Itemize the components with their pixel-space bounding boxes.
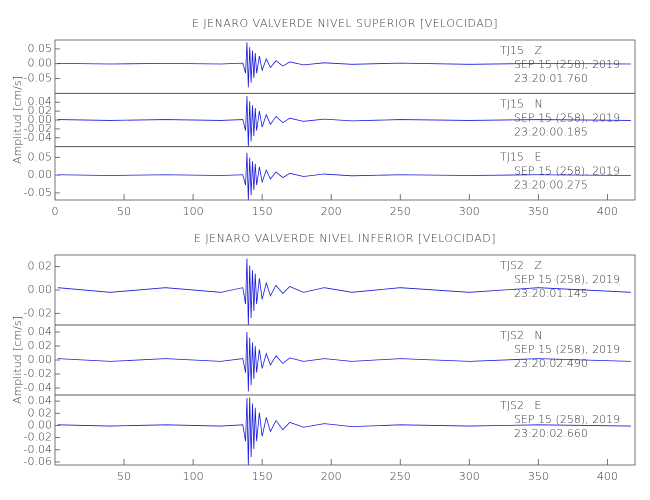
y-tick-label: 0.02 (28, 406, 53, 419)
time-label: 23:20:02.660 (514, 427, 588, 440)
date-label: SEP 15 (258), 2019 (514, 111, 620, 124)
waveform (57, 258, 631, 325)
date-label: SEP 15 (258), 2019 (514, 273, 620, 286)
x-tick-label: 150 (252, 205, 273, 218)
date-label: SEP 15 (258), 2019 (514, 165, 620, 178)
y-tick-label: 0.00 (28, 57, 53, 70)
x-tick-label: 200 (321, 205, 342, 218)
time-label: 23:20:02.490 (514, 357, 588, 370)
date-label: SEP 15 (258), 2019 (514, 343, 620, 356)
y-tick-label: -0.05 (24, 186, 52, 199)
y-tick-label: -0.02 (24, 431, 52, 444)
y-tick-label: 0.00 (28, 113, 53, 126)
panel-title: E JENARO VALVERDE NIVEL SUPERIOR [VELOCI… (192, 17, 498, 30)
waveform (57, 331, 631, 392)
y-tick-label: 0.05 (28, 42, 53, 55)
station-label: TJ15 E (500, 151, 541, 164)
x-tick-label: 100 (183, 205, 204, 218)
subplot-frame (54, 146, 636, 201)
waveform (57, 397, 631, 465)
y-tick-label: -0.02 (24, 122, 52, 135)
y-tick-label: 0.00 (28, 168, 53, 181)
time-label: 23:20:00.185 (514, 125, 588, 138)
time-label: 23:20:01.145 (514, 287, 588, 300)
y-axis-label: Amplitud [cm/s] (11, 76, 24, 164)
y-tick-label: 0.04 (28, 394, 53, 407)
y-tick-label: -0.06 (24, 455, 52, 468)
y-tick-label: 0.04 (28, 325, 53, 338)
waveform (57, 152, 631, 201)
date-label: SEP 15 (258), 2019 (514, 58, 620, 71)
x-tick-label: 400 (597, 470, 618, 483)
x-tick-label: 150 (252, 470, 273, 483)
time-label: 23:20:00.275 (514, 179, 588, 192)
y-tick-label: -0.05 (24, 72, 52, 85)
time-label: 23:20:01.760 (514, 72, 588, 85)
x-tick-label: 250 (390, 205, 411, 218)
waveform (57, 95, 631, 147)
station-label: TJ15 N (500, 97, 543, 110)
x-tick-label: 350 (528, 205, 549, 218)
y-tick-label: 0.02 (28, 260, 53, 273)
station-label: TJS2 N (500, 329, 543, 342)
x-tick-label: 50 (117, 205, 131, 218)
x-tick-label: 300 (459, 470, 480, 483)
x-tick-label: 400 (597, 205, 618, 218)
y-tick-label: -0.04 (24, 381, 52, 394)
y-tick-label: 0.02 (28, 339, 53, 352)
station-label: TJS2 E (500, 399, 541, 412)
x-tick-label: 250 (390, 470, 411, 483)
y-tick-label: 0.00 (28, 353, 53, 366)
y-tick-label: 0.00 (28, 283, 53, 296)
y-tick-label: -0.02 (24, 306, 52, 319)
y-tick-label: 0.04 (28, 95, 53, 108)
waveform (57, 42, 631, 88)
panel-title: E JENARO VALVERDE NIVEL INFERIOR [VELOCI… (194, 232, 496, 245)
station-label: TJ15 Z (500, 44, 542, 57)
station-label: TJS2 Z (500, 259, 542, 272)
x-tick-label: 0 (52, 205, 59, 218)
subplot-frame (54, 394, 636, 466)
date-label: SEP 15 (258), 2019 (514, 413, 620, 426)
y-axis-label: Amplitud [cm/s] (11, 316, 24, 404)
y-tick-label: 0.00 (28, 418, 53, 431)
y-tick-label: -0.02 (24, 367, 52, 380)
x-tick-label: 50 (117, 470, 131, 483)
x-tick-label: 100 (183, 470, 204, 483)
x-tick-label: 300 (459, 205, 480, 218)
y-tick-label: -0.04 (24, 443, 52, 456)
x-tick-label: 200 (321, 470, 342, 483)
x-tick-label: 350 (528, 470, 549, 483)
y-tick-label: 0.02 (28, 104, 53, 117)
y-tick-label: -0.04 (24, 131, 52, 144)
y-tick-label: 0.05 (28, 150, 53, 163)
